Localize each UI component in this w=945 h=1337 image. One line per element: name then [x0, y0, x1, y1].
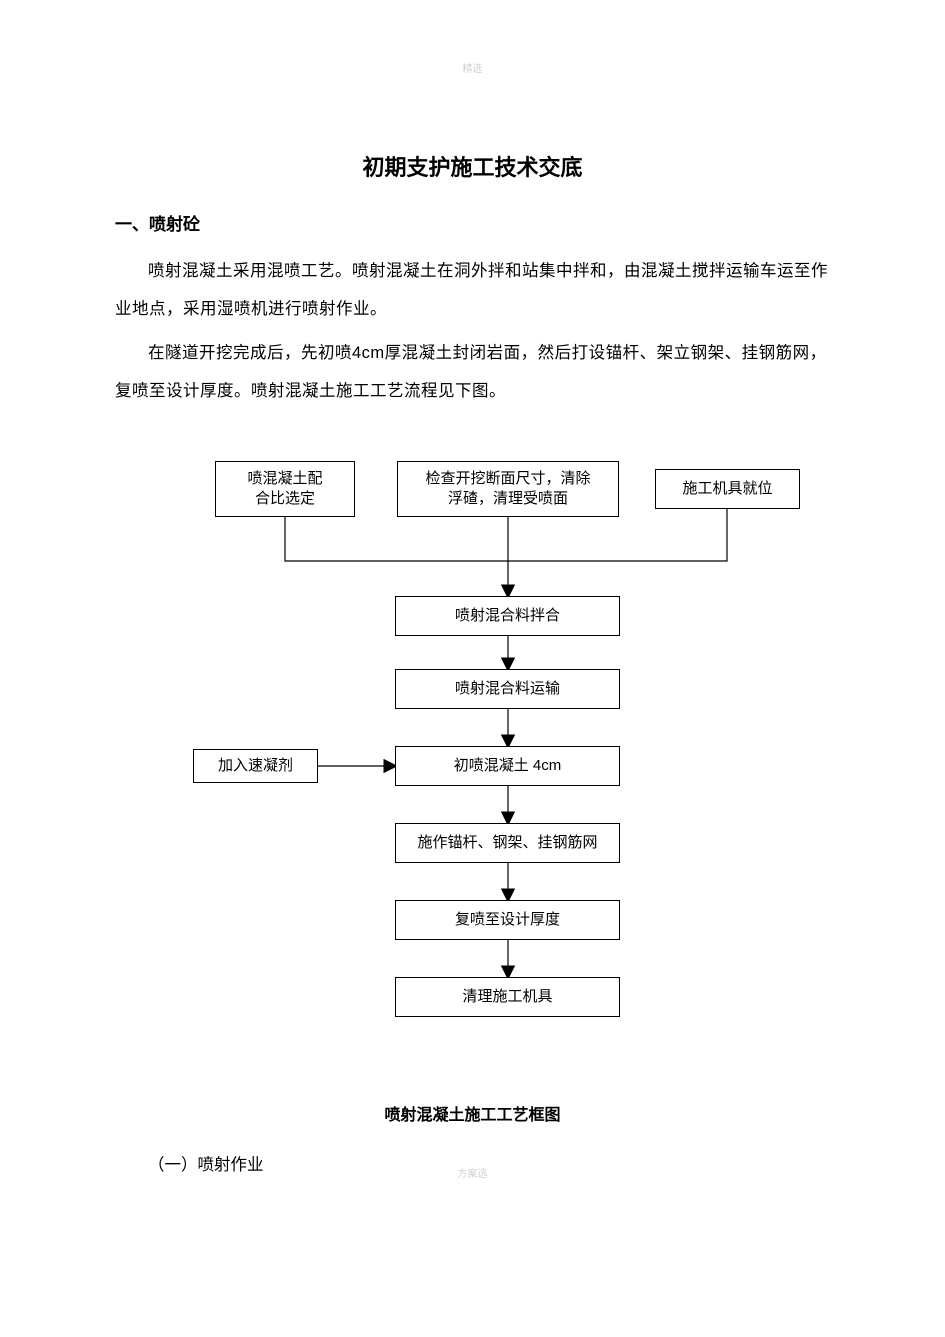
flowchart-node-n10: 清理施工机具 [395, 977, 620, 1017]
section-1-para-2: 在隧道开挖完成后，先初喷4cm厚混凝土封闭岩面，然后打设锚杆、架立钢架、挂钢筋网… [115, 335, 830, 411]
flowchart-node-n8: 施作锚杆、钢架、挂钢筋网 [395, 823, 620, 863]
flowchart-caption: 喷射混凝土施工工艺框图 [115, 1101, 830, 1125]
flowchart-node-n9: 复喷至设计厚度 [395, 900, 620, 940]
flowchart-node-n3: 施工机具就位 [655, 469, 800, 509]
flowchart-container: 喷混凝土配合比选定检查开挖断面尺寸，清除浮碴，清理受喷面施工机具就位喷射混合料拌… [115, 451, 835, 1091]
document-page: 精选 初期支护施工技术交底 一、喷射砼 喷射混凝土采用混喷工艺。喷射混凝土在洞外… [0, 0, 945, 1215]
flowchart-node-n7: 初喷混凝土 4cm [395, 746, 620, 786]
flowchart-node-n1: 喷混凝土配合比选定 [215, 461, 355, 517]
flowchart-edge-0 [285, 517, 508, 561]
flowchart-node-n6: 加入速凝剂 [193, 749, 318, 783]
section-1-para-1: 喷射混凝土采用混喷工艺。喷射混凝土在洞外拌和站集中拌和，由混凝土搅拌运输车运至作… [115, 253, 830, 329]
flowchart-node-n5: 喷射混合料运输 [395, 669, 620, 709]
watermark-bottom: 方案选 [458, 1165, 488, 1180]
flowchart-node-n2: 检查开挖断面尺寸，清除浮碴，清理受喷面 [397, 461, 619, 517]
flowchart-node-n4: 喷射混合料拌合 [395, 596, 620, 636]
section-1-heading: 一、喷射砼 [115, 210, 830, 235]
page-title: 初期支护施工技术交底 [115, 150, 830, 182]
watermark-top: 精选 [463, 60, 483, 75]
